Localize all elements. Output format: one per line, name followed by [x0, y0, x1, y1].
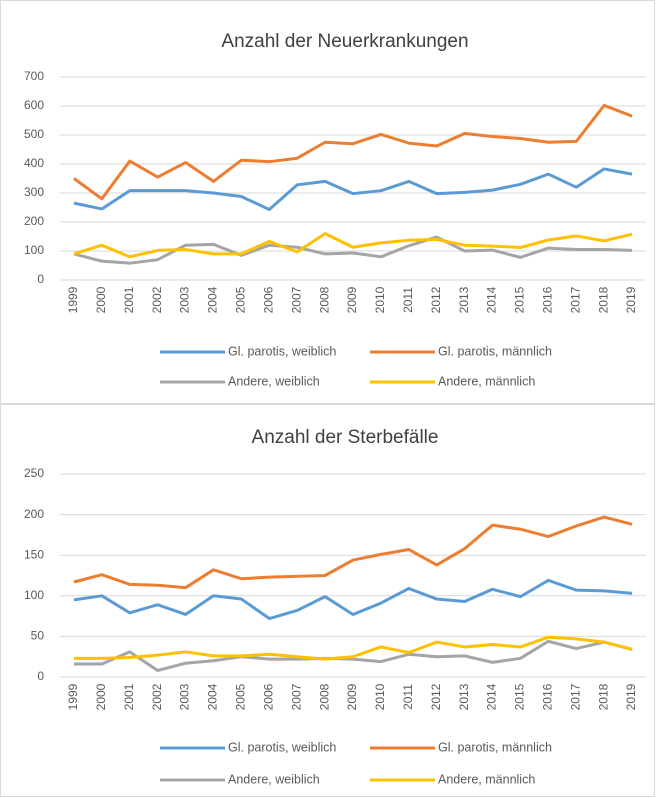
y-tick-label: 100 — [24, 243, 44, 257]
x-tick-label: 2018 — [596, 683, 610, 710]
x-tick-label: 2017 — [568, 286, 582, 313]
x-tick-label: 2006 — [261, 683, 275, 710]
x-tick-label: 2009 — [345, 286, 359, 313]
x-tick-label: 2019 — [624, 286, 638, 313]
x-tick-label: 2010 — [373, 286, 387, 313]
x-tick-label: 2005 — [234, 286, 248, 313]
x-tick-label: 2018 — [596, 286, 610, 313]
x-tick-label: 2010 — [373, 683, 387, 710]
y-tick-label: 600 — [24, 98, 44, 112]
x-tick-label: 2006 — [261, 286, 275, 313]
x-tick-label: 2000 — [94, 286, 108, 313]
legend-text: Gl. parotis, männlich — [438, 740, 552, 754]
legend-text: Andere, männlich — [438, 374, 535, 388]
panel-border — [0, 0, 655, 404]
x-tick-label: 2004 — [206, 683, 220, 710]
y-tick-label: 500 — [24, 127, 44, 141]
series-line — [73, 635, 633, 661]
y-tick-label: 0 — [37, 272, 44, 286]
chart-title: Anzahl der Neuerkrankungen — [221, 31, 468, 52]
x-tick-label: 2013 — [457, 683, 471, 710]
x-tick-label: 2003 — [178, 286, 192, 313]
x-tick-label: 2016 — [541, 683, 555, 710]
x-tick-label: 2009 — [345, 683, 359, 710]
x-tick-label: 2011 — [401, 287, 415, 313]
y-tick-label: 400 — [24, 156, 44, 170]
x-tick-label: 2004 — [206, 286, 220, 313]
x-tick-label: 2012 — [429, 286, 443, 313]
y-tick-label: 0 — [37, 669, 44, 683]
legend-text: Gl. parotis, weiblich — [228, 740, 336, 754]
series-line — [73, 232, 633, 259]
series-line — [73, 167, 633, 212]
x-tick-label: 2000 — [94, 683, 108, 710]
y-tick-label: 250 — [24, 466, 44, 480]
x-tick-label: 2007 — [289, 286, 303, 313]
legend-text: Andere, weiblich — [228, 772, 320, 786]
x-tick-label: 2014 — [485, 286, 499, 313]
y-tick-label: 700 — [24, 69, 44, 83]
legend-text: Gl. parotis, männlich — [438, 344, 552, 358]
x-tick-label: 2002 — [150, 683, 164, 710]
x-tick-label: 2002 — [150, 286, 164, 313]
x-tick-label: 2014 — [485, 683, 499, 710]
x-tick-label: 2008 — [317, 683, 331, 710]
y-tick-label: 150 — [24, 547, 44, 561]
series-line — [73, 235, 633, 265]
series-line — [73, 515, 633, 590]
x-tick-label: 1999 — [66, 286, 80, 313]
x-tick-label: 2017 — [568, 683, 582, 710]
y-tick-label: 200 — [24, 507, 44, 521]
y-tick-label: 200 — [24, 214, 44, 228]
x-tick-label: 2001 — [122, 286, 136, 313]
legend-text: Andere, männlich — [438, 772, 535, 786]
series-line — [73, 639, 633, 673]
x-tick-label: 2012 — [429, 683, 443, 710]
x-tick-label: 2008 — [317, 286, 331, 313]
x-tick-label: 2015 — [513, 683, 527, 710]
series-line — [73, 103, 633, 201]
y-tick-label: 100 — [24, 588, 44, 602]
legend-text: Andere, weiblich — [228, 374, 320, 388]
x-tick-label: 2015 — [513, 286, 527, 313]
chart-title: Anzahl der Sterbefälle — [252, 427, 439, 448]
x-tick-label: 2005 — [234, 683, 248, 710]
x-tick-label: 2003 — [178, 683, 192, 710]
y-tick-label: 50 — [31, 629, 45, 643]
x-tick-label: 2019 — [624, 683, 638, 710]
panel-border — [0, 404, 655, 797]
legend-text: Gl. parotis, weiblich — [228, 344, 336, 358]
x-tick-label: 2007 — [289, 683, 303, 710]
series-line — [73, 578, 633, 621]
x-tick-label: 2011 — [401, 684, 415, 710]
y-tick-label: 300 — [24, 185, 44, 199]
x-tick-label: 1999 — [66, 683, 80, 710]
x-tick-label: 2016 — [541, 286, 555, 313]
x-tick-label: 2001 — [122, 683, 136, 710]
x-tick-label: 2013 — [457, 286, 471, 313]
